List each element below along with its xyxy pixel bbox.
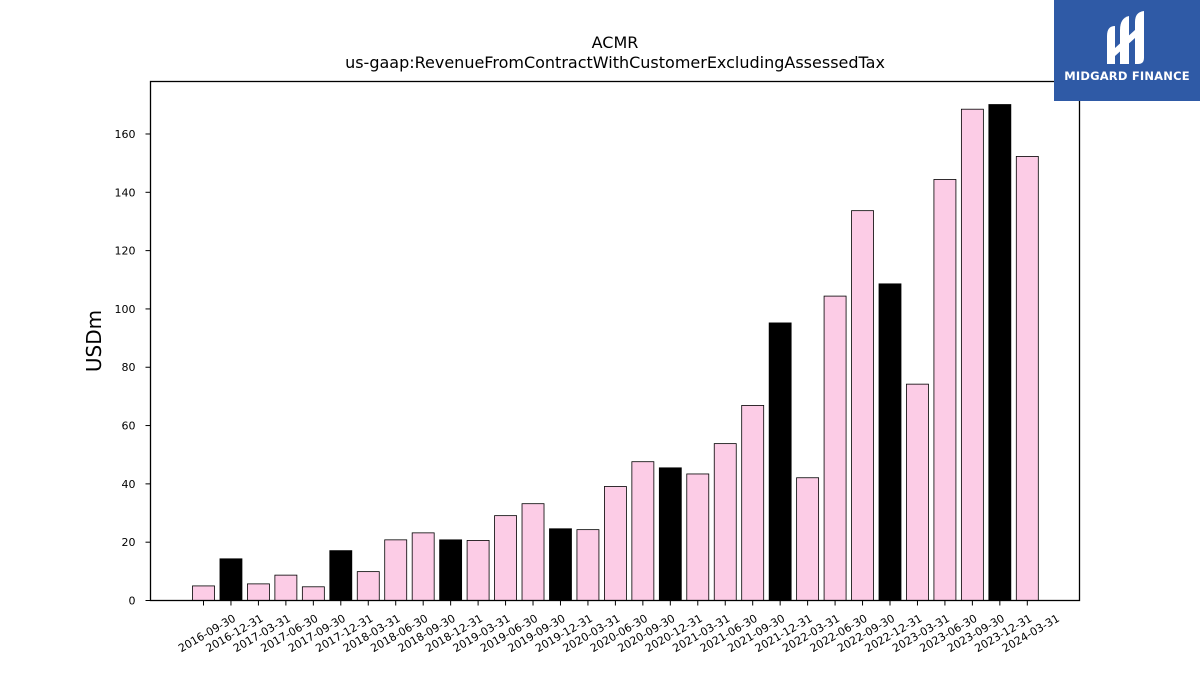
x-axis-ticks: 2016-09-302016-12-312017-03-312017-06-30… <box>176 600 1062 655</box>
bar-2021-09-30 <box>741 405 765 601</box>
bar-2021-03-31 <box>686 473 710 601</box>
bar-2021-06-30 <box>713 443 737 601</box>
bar-2024-03-31 <box>1015 156 1039 601</box>
bars-group <box>192 104 1039 601</box>
y-axis-label: USDm <box>82 310 106 372</box>
bar-2018-09-30 <box>411 532 435 601</box>
bar-2017-09-30 <box>301 586 325 601</box>
y-tick-label: 100 <box>115 303 136 316</box>
bar-2017-06-30 <box>274 574 298 601</box>
bar-2020-06-30 <box>604 486 627 601</box>
chart-title: ACMR <box>592 33 639 52</box>
chart-subtitle: us-gaap:RevenueFromContractWithCustomerE… <box>345 53 885 72</box>
bar-2023-12-31 <box>988 104 1012 601</box>
bar-2016-12-31 <box>219 558 243 601</box>
bar-2022-03-31 <box>796 477 820 601</box>
bar-2023-06-30 <box>933 179 957 601</box>
y-tick-label: 60 <box>122 420 136 433</box>
bar-2017-03-31 <box>247 583 270 601</box>
y-tick-label: 0 <box>129 595 136 608</box>
bar-2022-06-30 <box>823 295 847 601</box>
y-tick-label: 20 <box>122 536 136 549</box>
bar-2023-09-30 <box>960 108 984 601</box>
bar-2019-09-30 <box>521 503 545 601</box>
bar-2023-03-31 <box>906 383 929 601</box>
bar-2020-03-31 <box>576 529 600 601</box>
bar-2018-06-30 <box>384 539 408 601</box>
bar-2019-12-31 <box>549 528 572 601</box>
midgard-logo-mark-icon <box>1107 11 1144 64</box>
y-tick-label: 140 <box>115 186 136 199</box>
logo-text: MIDGARD FINANCE <box>1064 69 1190 83</box>
y-axis-ticks: 0 20 40 60 80 100 120 140 160 <box>115 128 151 608</box>
bar-2020-09-30 <box>631 461 655 601</box>
bar-2019-03-31 <box>466 540 490 601</box>
y-tick-label: 120 <box>115 245 136 258</box>
bar-2021-12-31 <box>768 322 792 601</box>
bar-2020-12-31 <box>658 467 682 601</box>
bar-2018-03-31 <box>356 571 380 601</box>
midgard-finance-logo: MIDGARD FINANCE <box>1054 0 1200 101</box>
bar-2017-12-31 <box>329 550 353 601</box>
bar-2016-09-30 <box>192 585 215 601</box>
bar-2022-12-31 <box>878 283 902 601</box>
bar-2019-06-30 <box>494 515 517 601</box>
bar-2018-12-31 <box>439 539 463 601</box>
bar-2022-09-30 <box>851 210 874 601</box>
y-tick-label: 160 <box>115 128 136 141</box>
plot-frame <box>149 80 1081 602</box>
y-tick-label: 40 <box>122 478 136 491</box>
y-tick-label: 80 <box>122 361 136 374</box>
